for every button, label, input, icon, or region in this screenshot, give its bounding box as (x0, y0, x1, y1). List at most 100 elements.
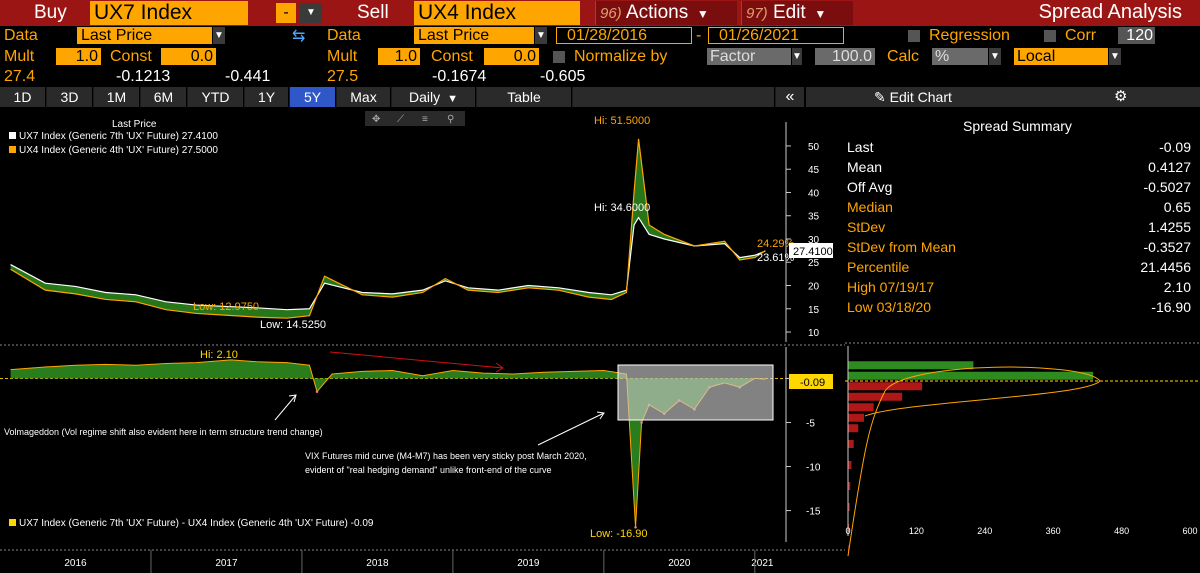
histogram-bar (848, 424, 859, 433)
y-tick-label: 10 (808, 328, 820, 339)
collapse-icon[interactable]: « (776, 87, 805, 107)
y-tick-label: 30 (808, 235, 820, 246)
histogram-bar (848, 482, 851, 490)
hist-tick-label: 480 (1114, 526, 1129, 536)
gear-icon[interactable]: ⚙ (1114, 88, 1128, 105)
summary-row: Percentile 21.4456 (847, 257, 1197, 277)
tab-ytd[interactable]: YTD (188, 87, 244, 107)
annotation-arrows (274, 351, 605, 446)
const-label-left: Const (110, 48, 152, 65)
negative-spread-point (640, 421, 643, 424)
mult-input-left[interactable]: 1.0 (56, 48, 101, 65)
factor-input[interactable]: 100.0 (815, 48, 875, 65)
y-tick-label: 25 (808, 258, 820, 269)
tab-1d[interactable]: 1D (0, 87, 46, 107)
summary-row-value: 0.4127 (1148, 159, 1191, 175)
zoom-icon[interactable]: ⚲ (447, 114, 454, 125)
legend-spread: UX7 Index (Generic 7th 'UX' Future) - UX… (19, 518, 374, 529)
histogram-bar (848, 382, 923, 391)
op-select[interactable]: - (276, 3, 296, 23)
normalize-select[interactable]: Factor (707, 48, 791, 65)
top-toolbar: Buy UX7 Index - ▼ Sell UX4 Index 96) Act… (0, 0, 1200, 26)
tab-1m[interactable]: 1M (94, 87, 140, 107)
last-white-label: 23.61% (757, 252, 795, 264)
lines-icon[interactable]: ≡ (422, 114, 428, 125)
corr-checkbox[interactable] (1044, 30, 1056, 42)
move-icon[interactable]: ✥ (372, 114, 380, 125)
table-button[interactable]: Table (477, 87, 572, 107)
mult-input-right[interactable]: 1.0 (378, 48, 420, 65)
y-tick-label: 45 (808, 165, 820, 176)
hi-spread-label: Hi: 2.10 (200, 349, 238, 361)
calc-select[interactable]: % (932, 48, 988, 65)
tab-5y[interactable]: 5Y (290, 87, 336, 107)
data-label-left: Data (4, 27, 38, 44)
chart-tools: ✥ ⟋ ≡ ⚲ (365, 111, 465, 126)
right-change-value: -0.1674 (432, 68, 487, 85)
const-input-left[interactable]: 0.0 (161, 48, 216, 65)
normalize-checkbox[interactable] (553, 51, 565, 63)
x-tick-label: 2020 (668, 558, 691, 569)
upper-legend: Last Price UX7 Index (Generic 7th 'UX' F… (9, 119, 218, 156)
summary-panel (845, 107, 1200, 341)
chevron-down-icon[interactable]: ▼ (989, 48, 1001, 65)
data-select-right[interactable]: Last Price (414, 27, 534, 44)
data-select-left[interactable]: Last Price (77, 27, 212, 44)
corr-window-input[interactable]: 120 (1118, 27, 1155, 44)
actions-button[interactable]: 96) Actions ▼ (595, 1, 737, 25)
edit-button[interactable]: 97) Edit ▼ (741, 1, 853, 25)
const-input-right[interactable]: 0.0 (484, 48, 539, 65)
summary-row-value: -16.90 (1151, 299, 1191, 315)
summary-row-value: -0.3527 (1143, 239, 1191, 255)
summary-row-label: Percentile (847, 259, 910, 275)
spread-area (10, 359, 766, 528)
summary-row-label: Mean (847, 159, 883, 175)
draw-line-icon[interactable]: ⟋ (397, 114, 404, 125)
y-tick-label: 40 (808, 188, 820, 199)
data-label-right: Data (327, 27, 361, 44)
summary-row-label: StDev from Mean (847, 239, 956, 255)
local-select[interactable]: Local (1014, 48, 1108, 65)
frequency-select[interactable]: Daily ▼ (392, 87, 476, 107)
date-to-input[interactable]: 01/26/2021 (708, 27, 844, 44)
tab-6m[interactable]: 6M (141, 87, 187, 107)
edit-chart-button[interactable]: ✎ Edit Chart (874, 87, 952, 107)
buy-ticker-input[interactable]: UX7 Index (90, 1, 248, 25)
chevron-down-icon[interactable]: ▼ (213, 27, 225, 44)
chevron-down-icon[interactable]: ▼ (792, 48, 802, 65)
calc-label: Calc (887, 48, 920, 65)
histogram-axis: 0 120 240 360 480 600 (845, 346, 1198, 536)
sell-ticker-input[interactable]: UX4 Index (414, 1, 580, 25)
date-from-input[interactable]: 01/28/2016 (556, 27, 692, 44)
tab-3d[interactable]: 3D (47, 87, 93, 107)
pencil-icon: ✎ (874, 89, 886, 105)
spread-badge (789, 374, 833, 389)
op-dropdown-icon[interactable]: ▼ (300, 3, 322, 23)
swap-icon[interactable]: ⇆ (292, 28, 306, 45)
chevron-down-icon[interactable]: ▼ (1109, 48, 1121, 65)
mid-curve-note-2: evident of "real hedging demand" unlike … (305, 465, 552, 475)
frequency-label: Daily (409, 89, 441, 105)
corr-label: Corr (1065, 27, 1097, 44)
summary-row: Mean 0.4127 (847, 157, 1197, 177)
chevron-down-icon[interactable]: ▼ (535, 27, 547, 44)
y-tick-label: -10 (806, 463, 821, 474)
y-tick-label: 15 (808, 305, 820, 316)
x-tick-label: 2021 (751, 558, 774, 569)
x-tick-label: 2019 (517, 558, 540, 569)
tab-spacer (573, 87, 775, 107)
mult-label-left: Mult (4, 48, 35, 65)
edit-chart-bar: ✎ Edit Chart ⚙ (806, 87, 1200, 107)
tab-1y[interactable]: 1Y (245, 87, 289, 107)
tab-max[interactable]: Max (337, 87, 391, 107)
left-change-value: -0.1213 (116, 68, 171, 85)
summary-row-value: 21.4456 (1140, 259, 1191, 275)
histogram-bar (848, 413, 864, 422)
buy-label: Buy (34, 2, 67, 23)
summary-row-value: -0.5027 (1143, 179, 1191, 195)
ux4-line (10, 138, 766, 319)
legend-series-ux7: UX7 Index (Generic 7th 'UX' Future) 27.4… (19, 131, 218, 142)
regression-checkbox[interactable] (908, 30, 920, 42)
x-tick-label: 2018 (366, 558, 389, 569)
y-tick-label: 20 (808, 282, 820, 293)
